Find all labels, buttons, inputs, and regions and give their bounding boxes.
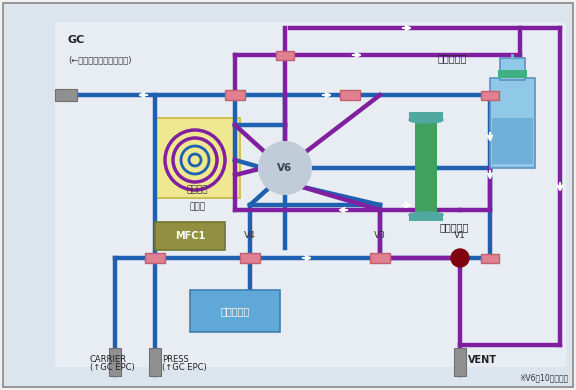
Bar — [109, 348, 121, 376]
Text: (↑GC EPC): (↑GC EPC) — [162, 363, 207, 372]
Bar — [55, 22, 566, 367]
Circle shape — [259, 142, 311, 194]
Text: MFC1: MFC1 — [175, 231, 205, 241]
Bar — [490, 78, 535, 168]
Bar — [240, 253, 260, 263]
Text: サンプル: サンプル — [187, 185, 209, 194]
Text: CARRIER: CARRIER — [90, 355, 127, 364]
Bar — [225, 90, 245, 100]
Ellipse shape — [409, 117, 443, 123]
Bar — [492, 118, 533, 164]
Bar — [149, 348, 161, 376]
Bar — [155, 118, 240, 198]
Bar — [415, 118, 437, 213]
Bar — [409, 213, 443, 221]
Text: V4: V4 — [244, 231, 256, 240]
Text: 塩フィルタ: 塩フィルタ — [438, 53, 467, 63]
Ellipse shape — [409, 212, 443, 218]
Bar — [340, 90, 360, 100]
Bar — [370, 253, 390, 263]
Bar — [55, 89, 77, 101]
Bar — [454, 348, 466, 376]
Text: V6: V6 — [278, 163, 293, 173]
Bar — [276, 50, 294, 60]
Circle shape — [451, 249, 469, 267]
Text: ループ: ループ — [190, 202, 206, 211]
Text: GC: GC — [68, 35, 85, 45]
Text: (←トランスファチューブ): (←トランスファチューブ) — [68, 55, 131, 64]
Bar — [500, 58, 525, 80]
Bar — [155, 222, 225, 250]
Text: (↑GC EPC): (↑GC EPC) — [90, 363, 135, 372]
Bar — [190, 290, 280, 332]
Text: V1: V1 — [454, 231, 466, 240]
Text: VENT: VENT — [468, 355, 497, 365]
Text: 圧力センサ: 圧力センサ — [220, 306, 249, 316]
Text: V3: V3 — [374, 231, 386, 240]
Bar — [498, 70, 527, 78]
Text: トラップ管: トラップ管 — [440, 222, 469, 232]
Text: PRESS: PRESS — [162, 355, 189, 364]
Bar — [145, 253, 165, 263]
Bar — [481, 90, 499, 99]
Bar — [481, 254, 499, 262]
Bar — [409, 112, 443, 120]
Text: ※V6：10方バルブ: ※V6：10方バルブ — [519, 373, 568, 382]
